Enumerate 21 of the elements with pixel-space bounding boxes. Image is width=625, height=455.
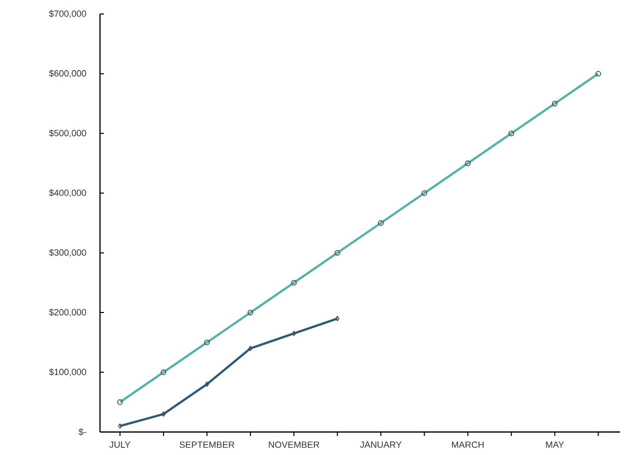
x-tick-label: MARCH (452, 442, 484, 448)
x-tick-label: SEPTEMBER (180, 442, 234, 448)
y-tick-label: $400,000 (49, 189, 86, 198)
y-tick-label: $500,000 (49, 130, 86, 138)
y-tick-label: $100,000 (49, 368, 86, 376)
x-tick-label: JULY (109, 442, 130, 448)
x-tick-label: MAY (546, 442, 564, 448)
point (335, 316, 340, 322)
y-tick-label: $200,000 (49, 308, 86, 316)
y-tick-label: $300,000 (49, 248, 86, 257)
x-tick-label: JANUARY (360, 442, 402, 448)
point (161, 411, 166, 417)
y-tick-label: $600,000 (49, 70, 86, 78)
point (248, 346, 253, 352)
point (118, 423, 122, 429)
line-series (118, 316, 340, 429)
y-tick-label: $- (78, 428, 86, 436)
point (204, 382, 210, 387)
x-tick-label: NOVEMBER (268, 442, 320, 448)
point (292, 330, 296, 336)
y-tick-label: $700,000 (49, 10, 86, 18)
